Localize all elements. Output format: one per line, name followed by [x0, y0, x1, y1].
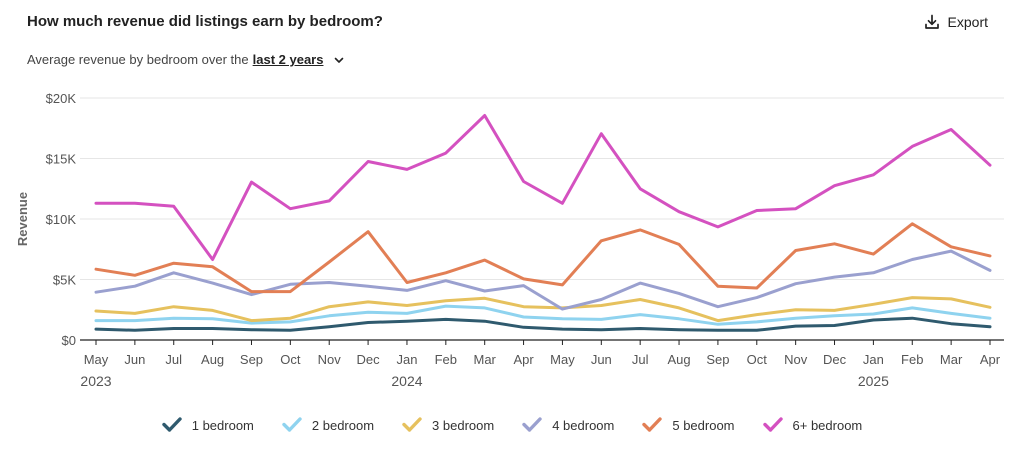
- legend-label: 6+ bedroom: [792, 417, 863, 433]
- x-tick-label: Jun: [591, 352, 612, 367]
- series-line-2-bedroom: [94, 304, 992, 326]
- x-tick-label: Oct: [280, 352, 301, 367]
- subtitle-prefix: Average revenue by bedroom over the: [27, 52, 249, 67]
- x-tick-label: Sep: [706, 352, 729, 367]
- legend-item[interactable]: 5 bedroom: [642, 416, 735, 434]
- x-tick-label: May: [550, 352, 575, 367]
- export-button[interactable]: Export: [924, 14, 988, 30]
- x-tick-label: Jan: [396, 352, 417, 367]
- x-tick-label: Sep: [240, 352, 263, 367]
- x-tick-label: Nov: [784, 352, 808, 367]
- legend-label: 2 bedroom: [311, 417, 375, 433]
- legend-check-icon: [522, 416, 542, 434]
- chevron-down-icon[interactable]: [333, 54, 345, 66]
- x-tick-label: Dec: [357, 352, 381, 367]
- x-tick-label: Jul: [165, 352, 182, 367]
- legend-item[interactable]: 2 bedroom: [282, 416, 374, 434]
- x-tick-label: Jun: [124, 352, 145, 367]
- series-line-5-bedroom: [94, 222, 992, 294]
- legend-label: 4 bedroom: [552, 417, 615, 433]
- x-tick-label: Apr: [513, 352, 534, 367]
- y-tick-label: $15K: [46, 152, 77, 167]
- y-tick-label: $5K: [53, 273, 76, 288]
- x-tick-label: Apr: [980, 352, 1001, 367]
- x-year-label: 2025: [858, 373, 889, 389]
- x-year-label: 2024: [391, 373, 422, 389]
- legend-item[interactable]: 6+ bedroom: [762, 416, 863, 434]
- y-tick-label: $0: [62, 333, 76, 348]
- series-line-1-bedroom: [94, 316, 992, 332]
- x-year-label: 2023: [80, 373, 111, 389]
- x-tick-label: Nov: [318, 352, 342, 367]
- line-chart: $0 $5K $10K $15K $20K Revenue May Jun Jul Aug Sep O…: [15, 91, 1004, 389]
- y-tick-label: $20K: [46, 91, 77, 106]
- legend-item[interactable]: 4 bedroom: [522, 416, 614, 434]
- x-tick-label: Mar: [474, 352, 497, 367]
- x-tick-label: Jan: [863, 352, 884, 367]
- download-icon: [924, 14, 940, 30]
- legend-check-icon: [642, 416, 663, 434]
- chart-subtitle: Average revenue by bedroom over the last…: [27, 52, 345, 67]
- legend-item[interactable]: 3 bedroom: [402, 416, 494, 434]
- legend-check-icon: [402, 416, 422, 434]
- x-tick-label: Oct: [747, 352, 768, 367]
- x-tick-label: Dec: [823, 352, 847, 367]
- x-tick-label: Feb: [435, 352, 457, 367]
- legend-check-icon: [762, 416, 783, 434]
- x-tick-label: Aug: [201, 352, 224, 367]
- chart-title: How much revenue did listings earn by be…: [27, 13, 383, 30]
- series-line-6plus-bedroom: [94, 114, 992, 261]
- legend-item[interactable]: 1 bedroom: [162, 416, 254, 434]
- chart-legend: 1 bedroom 2 bedroom 3 bedroom 4 bedroom 5 be…: [0, 416, 1024, 434]
- x-tick-label: Mar: [940, 352, 963, 367]
- legend-check-icon: [282, 416, 302, 434]
- legend-label: 3 bedroom: [432, 417, 495, 433]
- x-tick-label: Aug: [667, 352, 690, 367]
- export-label: Export: [947, 14, 988, 30]
- y-tick-label: $10K: [46, 212, 77, 227]
- x-tick-label: May: [84, 352, 109, 367]
- time-range-dropdown[interactable]: last 2 years: [252, 52, 324, 67]
- x-tick-label: Jul: [632, 352, 649, 367]
- legend-check-icon: [162, 416, 182, 434]
- legend-label: 5 bedroom: [672, 417, 735, 433]
- series-line-4-bedroom: [94, 249, 992, 311]
- legend-label: 1 bedroom: [191, 417, 254, 433]
- y-axis-label: Revenue: [15, 192, 30, 246]
- x-tick-label: Feb: [901, 352, 923, 367]
- series-line-3-bedroom: [94, 296, 992, 323]
